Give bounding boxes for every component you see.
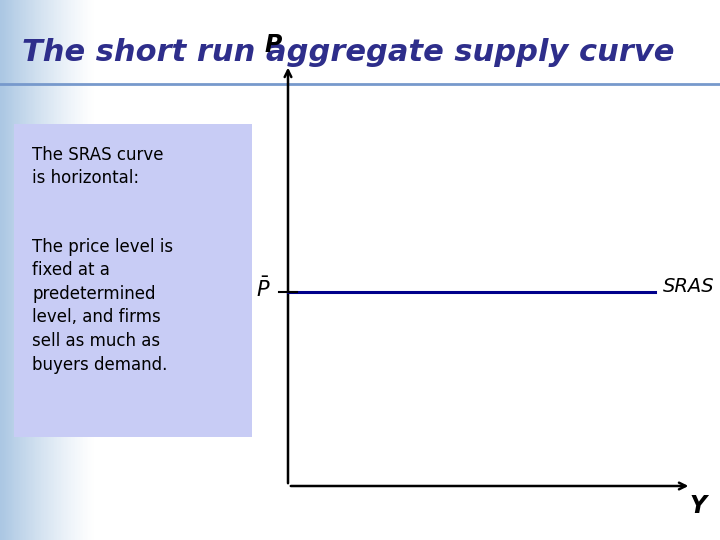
Bar	[90, 0, 91, 540]
Text: The SRAS curve
is horizontal:: The SRAS curve is horizontal:	[32, 146, 164, 187]
Bar	[15, 0, 17, 540]
Bar	[42, 0, 43, 540]
Bar	[91, 0, 92, 540]
Bar	[7, 0, 8, 540]
Bar	[30, 0, 32, 540]
Bar	[35, 0, 36, 540]
Bar	[33, 0, 34, 540]
Bar	[83, 0, 84, 540]
Bar	[82, 0, 83, 540]
Bar	[41, 0, 42, 540]
Bar	[81, 0, 82, 540]
Bar	[68, 0, 69, 540]
Bar	[27, 0, 28, 540]
Bar	[69, 0, 71, 540]
Bar	[37, 0, 39, 540]
Bar	[49, 0, 50, 540]
Bar	[5, 0, 6, 540]
Bar	[64, 0, 66, 540]
Bar	[20, 0, 21, 540]
Bar	[0, 0, 1, 540]
Bar	[86, 0, 88, 540]
Bar	[88, 0, 89, 540]
Bar	[60, 0, 62, 540]
Bar	[14, 124, 252, 437]
Bar	[8, 0, 9, 540]
Bar	[53, 0, 54, 540]
Bar	[52, 0, 53, 540]
Text: P: P	[265, 33, 282, 57]
Bar	[89, 0, 90, 540]
Bar	[9, 0, 11, 540]
Bar	[36, 0, 37, 540]
Bar	[84, 0, 86, 540]
Bar	[11, 0, 12, 540]
Bar	[6, 0, 7, 540]
Bar	[19, 0, 20, 540]
Bar	[26, 0, 27, 540]
Bar	[62, 0, 63, 540]
Text: The short run aggregate supply curve: The short run aggregate supply curve	[22, 38, 674, 67]
Bar	[56, 0, 58, 540]
Bar	[32, 0, 33, 540]
Bar	[17, 0, 19, 540]
Bar	[39, 0, 40, 540]
Bar	[73, 0, 75, 540]
Bar	[12, 0, 13, 540]
Bar	[54, 0, 55, 540]
Bar	[13, 0, 14, 540]
Bar	[23, 0, 24, 540]
Bar	[75, 0, 76, 540]
Bar	[76, 0, 77, 540]
Bar	[55, 0, 56, 540]
Bar	[22, 0, 23, 540]
Bar	[50, 0, 52, 540]
Bar	[1, 0, 2, 540]
Bar	[21, 0, 22, 540]
Bar	[28, 0, 30, 540]
Bar	[92, 0, 94, 540]
Text: The price level is
fixed at a
predetermined
level, and firms
sell as much as
buy: The price level is fixed at a predetermi…	[32, 238, 174, 374]
Bar	[63, 0, 64, 540]
Bar	[43, 0, 45, 540]
Bar	[48, 0, 49, 540]
Bar	[67, 0, 68, 540]
Bar	[2, 0, 4, 540]
Bar	[79, 0, 81, 540]
Text: SRAS: SRAS	[662, 276, 714, 296]
Bar	[77, 0, 78, 540]
Bar	[24, 0, 26, 540]
Bar	[40, 0, 41, 540]
Text: $\bar{P}$: $\bar{P}$	[256, 277, 270, 301]
Bar	[45, 0, 47, 540]
Bar	[66, 0, 67, 540]
Bar	[58, 0, 60, 540]
Bar	[47, 0, 48, 540]
Text: Y: Y	[690, 494, 707, 518]
Bar	[14, 0, 15, 540]
Bar	[71, 0, 73, 540]
Bar	[78, 0, 80, 540]
Bar	[34, 0, 35, 540]
